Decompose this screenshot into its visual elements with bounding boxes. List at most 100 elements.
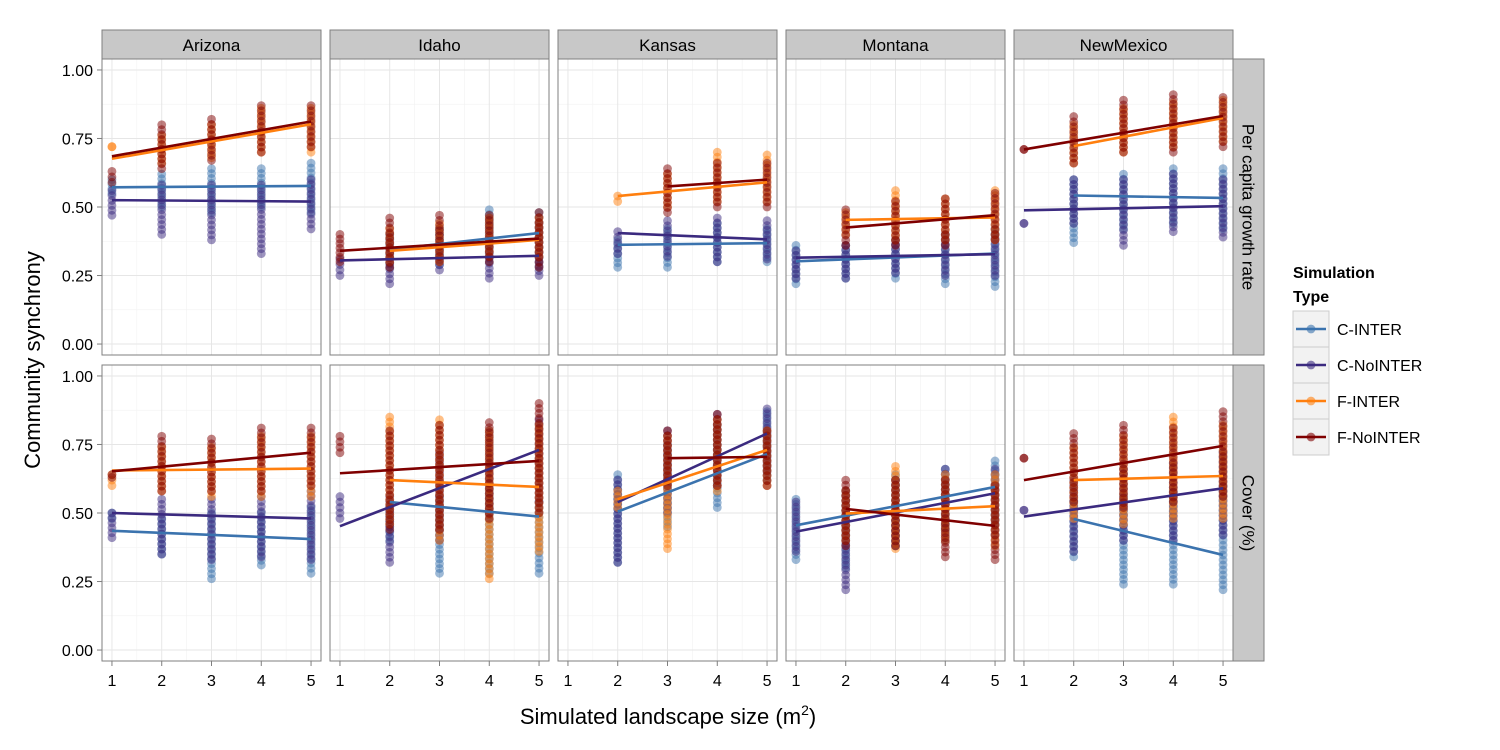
panel-idaho-growth	[330, 59, 549, 355]
fit-line-c-inter	[389, 500, 540, 518]
data-point-f-inter	[613, 486, 623, 496]
fit-line-f-inter	[111, 122, 312, 161]
strip-label-arizona: Arizona	[183, 36, 241, 55]
fit-line-c-inter	[111, 529, 312, 541]
data-point-f-nointer	[1069, 112, 1079, 121]
fit-line-f-nointer	[845, 213, 996, 229]
x-tick-label: 4	[257, 673, 266, 690]
fit-line-c-nointer	[339, 254, 540, 262]
strip-idaho	[329, 29, 550, 60]
y-axis-title: Community synchrony	[20, 251, 45, 469]
x-tick-label: 4	[485, 673, 494, 690]
y-tick-label: 0.00	[62, 643, 93, 660]
fit-line-f-inter	[1073, 474, 1224, 482]
x-tick-label: 1	[336, 673, 345, 690]
strip-label-idaho: Idaho	[418, 36, 461, 55]
legend-keys: C-INTER C-NoINTER F-INTER F-NoINTER	[1292, 310, 1422, 456]
fit-line-c-inter	[1073, 194, 1224, 200]
data-point-f-nointer	[256, 101, 266, 110]
data-point-f-inter	[1168, 412, 1178, 422]
x-axis-title-close: )	[809, 704, 816, 729]
strip-label-kansas: Kansas	[639, 36, 696, 55]
data-point-c-nointer	[663, 216, 672, 226]
x-tick-label: 5	[535, 673, 544, 690]
data-point-c-nointer	[791, 497, 801, 507]
fit-line-f-inter	[1073, 116, 1224, 148]
fit-line-f-nointer	[339, 237, 540, 253]
data-point-c-nointer	[1019, 219, 1029, 228]
row-strip-label-cover: Cover (%)	[1239, 475, 1258, 552]
strip-label-montana: Montana	[862, 36, 929, 55]
x-tick-label: 3	[891, 673, 900, 690]
data-point-f-nointer	[306, 423, 316, 433]
fit-line-c-nointer	[1023, 487, 1224, 518]
legend-label-f-inter: F-INTER	[1337, 394, 1400, 411]
legend-key-point-c-nointer	[1306, 360, 1316, 370]
data-point-f-nointer	[712, 158, 722, 168]
strip-montana	[785, 29, 1006, 60]
fit-lines-layer	[111, 114, 1224, 557]
data-point-f-nointer	[385, 426, 395, 436]
data-point-f-nointer	[534, 208, 544, 217]
data-point-f-inter	[891, 462, 900, 471]
data-point-f-inter	[990, 470, 1000, 480]
data-point-f-inter	[613, 191, 623, 201]
data-point-c-nointer	[306, 175, 316, 184]
x-tick-label: 3	[1119, 673, 1128, 690]
x-tick-label: 1	[792, 673, 801, 690]
data-point-f-nointer	[1218, 92, 1228, 102]
fit-line-c-nointer	[617, 231, 768, 241]
data-point-f-nointer	[484, 210, 494, 220]
fit-line-c-nointer	[111, 198, 312, 203]
data-point-f-nointer	[435, 420, 444, 430]
legend: Simulation Type C-INTER C-NoINTER F-INTER F…	[1292, 265, 1422, 456]
legend-title-line2: Type	[1293, 289, 1329, 306]
x-tick-label: 1	[108, 673, 117, 690]
data-point-f-nointer	[335, 431, 345, 441]
data-point-f-inter	[762, 150, 772, 160]
fit-line-c-nointer	[795, 252, 996, 260]
data-point-f-nointer	[1019, 145, 1029, 154]
strip-label-newmexico: NewMexico	[1080, 36, 1168, 55]
y-tick-label: 0.50	[62, 506, 93, 523]
x-tick-label: 4	[1169, 673, 1178, 690]
y-tick-label: 1.00	[62, 369, 93, 386]
data-point-f-inter	[712, 147, 722, 157]
y-tick-label: 0.75	[62, 437, 93, 454]
data-point-f-nointer	[762, 426, 772, 436]
data-point-f-nointer	[435, 210, 444, 220]
data-point-c-nointer	[762, 216, 772, 226]
data-point-c-inter	[306, 158, 316, 168]
data-point-f-nointer	[1218, 407, 1228, 416]
legend-label-c-inter: C-INTER	[1337, 322, 1402, 339]
row-strip-cover	[1232, 364, 1265, 662]
x-tick-label: 2	[1069, 673, 1078, 690]
fit-line-c-inter	[617, 241, 768, 247]
data-point-c-nointer	[712, 213, 722, 223]
x-tick-label: 3	[435, 673, 444, 690]
data-point-f-nointer	[1168, 423, 1178, 433]
x-tick-label: 5	[991, 673, 1000, 690]
points-layer	[107, 90, 1228, 595]
data-point-f-nointer	[207, 114, 216, 124]
data-point-f-nointer	[841, 205, 851, 215]
data-point-f-nointer	[940, 475, 950, 485]
data-point-f-nointer	[762, 158, 772, 168]
data-point-c-inter	[990, 456, 1000, 466]
fit-line-f-inter	[617, 181, 768, 198]
panels-layer: Arizona Idaho Kansas Montana NewMexico Per ca…	[62, 29, 1265, 690]
fit-line-f-nointer	[1023, 444, 1224, 482]
fit-line-c-nointer	[111, 511, 312, 520]
x-axis-title: Simulated landscape size (m2)	[520, 702, 816, 729]
panel-montana-cover	[786, 365, 1005, 661]
data-point-f-nointer	[107, 166, 117, 176]
fit-line-c-inter	[795, 485, 996, 527]
data-point-f-nointer	[157, 431, 167, 441]
fit-line-f-nointer	[111, 120, 312, 158]
fit-line-f-nointer	[339, 459, 540, 475]
x-tick-label: 1	[564, 673, 573, 690]
fit-line-f-nointer	[845, 507, 996, 528]
y-tick-label: 1.00	[62, 63, 93, 80]
x-tick-label: 1	[1020, 673, 1029, 690]
